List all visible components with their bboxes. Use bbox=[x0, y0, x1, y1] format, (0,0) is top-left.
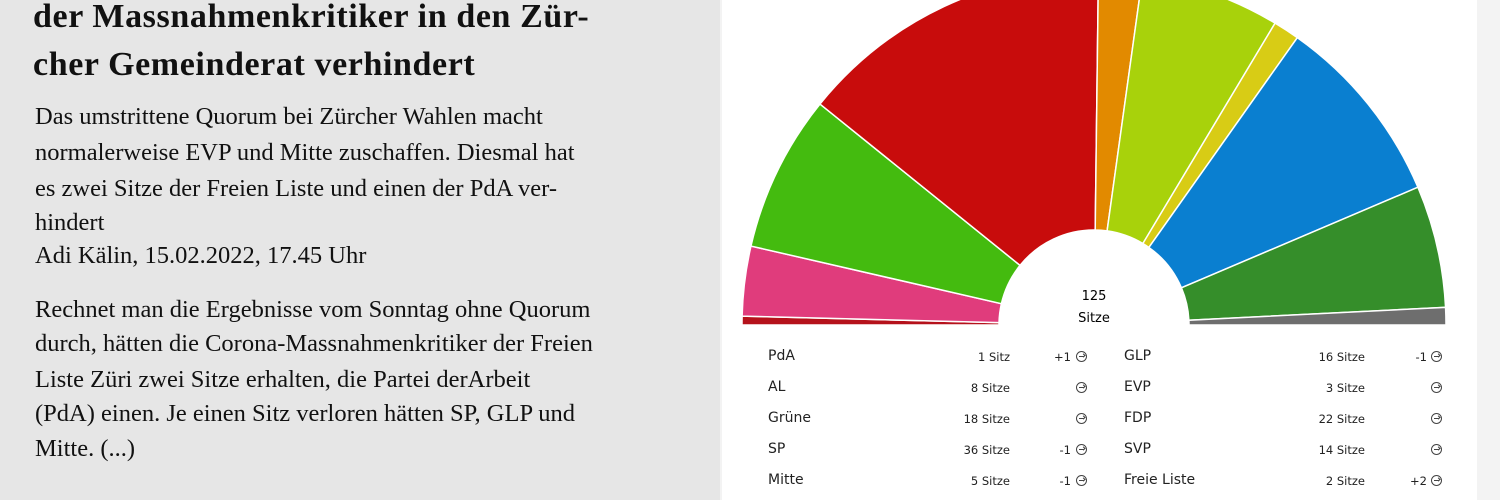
legend-seats-mitte: 5 Sitze bbox=[970, 474, 1010, 488]
wedge-freie-liste bbox=[1188, 306, 1447, 326]
body-line-4: (PdA) einen. Je einen Sitz verloren hätt… bbox=[35, 400, 576, 427]
article-panel: der Massnahmenkritiker in den Zür- cher … bbox=[0, 0, 720, 500]
arrow-right-icon[interactable] bbox=[1076, 351, 1087, 362]
arrow-right-icon[interactable] bbox=[1431, 444, 1442, 455]
total-seats-number: 125 bbox=[1082, 289, 1107, 304]
legend-seats-al: 8 Sitze bbox=[970, 381, 1010, 395]
legend-name-evp: EVP bbox=[1124, 379, 1151, 395]
legend-name-glp: GLP bbox=[1124, 348, 1152, 364]
arrow-right-icon[interactable] bbox=[1076, 444, 1087, 455]
legend-name-pda: PdA bbox=[768, 348, 795, 364]
lead-line-1: Das umstrittene Quorum bei Zürcher Wahle… bbox=[35, 103, 543, 130]
legend-seats-evp: 3 Sitze bbox=[1325, 381, 1365, 395]
wedge-gr-ne bbox=[750, 102, 1022, 305]
wedge-glp bbox=[1106, 0, 1277, 245]
lead-line-2: normalerweise EVP und Mitte zuschaffen. … bbox=[35, 139, 575, 166]
wedge-sp bbox=[818, 0, 1099, 267]
legend-name-al: AL bbox=[768, 379, 786, 395]
legend-seats-gr-ne: 18 Sitze bbox=[963, 412, 1010, 426]
legend-seats-svp: 14 Sitze bbox=[1318, 443, 1365, 457]
seat-distribution-chart: 125 Sitze bbox=[741, 0, 1447, 326]
body-line-5: Mitte. (...) bbox=[35, 435, 136, 462]
legend-seats-freie-liste: 2 Sitze bbox=[1325, 474, 1365, 488]
arrow-right-icon[interactable] bbox=[1076, 475, 1087, 486]
total-seats-label: Sitze bbox=[1078, 311, 1110, 326]
body-line-2: durch, hätten die Corona-Massnahmenkriti… bbox=[35, 330, 593, 357]
headline-line-1: der Massnahmenkritiker in den Zür- bbox=[33, 0, 590, 35]
legend-name-gr-ne: Grüne bbox=[768, 410, 811, 426]
headline-line-2: cher Gemeinderat verhindert bbox=[33, 46, 476, 83]
legend-name-sp: SP bbox=[768, 441, 786, 457]
legend-seats-pda: 1 Sitz bbox=[977, 350, 1010, 364]
legend-seats-sp: 36 Sitze bbox=[963, 443, 1010, 457]
legend-name-fdp: FDP bbox=[1124, 410, 1152, 426]
arrow-right-icon[interactable] bbox=[1431, 351, 1442, 362]
legend-change-mitte: -1 bbox=[1059, 474, 1071, 488]
body-line-1: Rechnet man die Ergebnisse vom Sonntag o… bbox=[35, 296, 591, 323]
byline: Adi Kälin, 15.02.2022, 17.45 Uhr bbox=[35, 242, 367, 269]
chart-card: 125 Sitze PdA 1 Sitz +1 AL 8 Sitze Grüne 18 Si… bbox=[722, 0, 1477, 500]
legend-seats-fdp: 22 Sitze bbox=[1318, 412, 1365, 426]
lead-line-4: hindert bbox=[35, 209, 105, 236]
legend-change-sp: -1 bbox=[1059, 443, 1071, 457]
body-line-3: Liste Züri zwei Sitze erhalten, die Part… bbox=[35, 366, 531, 393]
arrow-right-icon[interactable] bbox=[1431, 413, 1442, 424]
arrow-right-icon[interactable] bbox=[1076, 413, 1087, 424]
legend-change-pda: +1 bbox=[1054, 350, 1071, 364]
legend-name-freie-liste: Freie Liste bbox=[1124, 472, 1196, 488]
legend-name-mitte: Mitte bbox=[768, 472, 804, 488]
legend-seats-glp: 16 Sitze bbox=[1318, 350, 1365, 364]
arrow-right-icon[interactable] bbox=[1431, 475, 1442, 486]
arrow-right-icon[interactable] bbox=[1431, 382, 1442, 393]
legend-name-svp: SVP bbox=[1124, 441, 1151, 457]
arrow-right-icon[interactable] bbox=[1076, 382, 1087, 393]
legend-change-freie-liste: +2 bbox=[1410, 474, 1427, 488]
lead-line-3: es zwei Sitze der Freien Liste und einen… bbox=[35, 175, 558, 202]
legend-change-glp: -1 bbox=[1415, 350, 1427, 364]
wedge-fdp bbox=[1147, 36, 1419, 289]
